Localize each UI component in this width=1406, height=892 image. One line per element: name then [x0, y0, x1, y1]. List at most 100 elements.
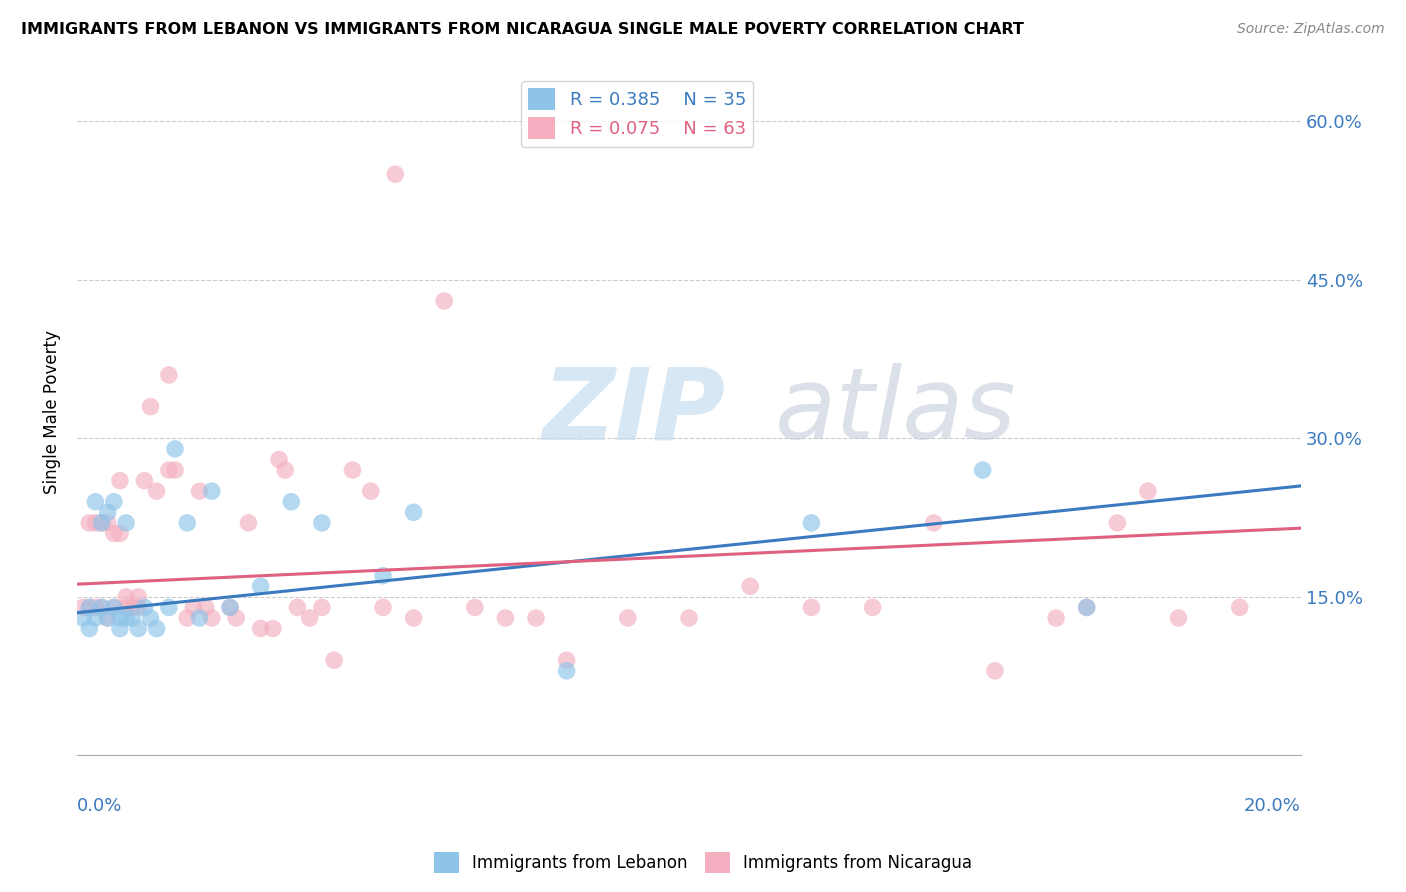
Point	[108, 611, 131, 625]
Point	[402, 505, 425, 519]
Point	[139, 400, 162, 414]
Point	[103, 600, 125, 615]
Point	[262, 622, 284, 636]
Point	[108, 474, 131, 488]
Point	[127, 622, 149, 636]
Point	[127, 600, 149, 615]
Point	[360, 484, 382, 499]
Point	[145, 484, 167, 499]
Point	[176, 516, 198, 530]
Point	[1229, 600, 1251, 615]
Point	[188, 484, 211, 499]
Point	[90, 600, 112, 615]
Point	[274, 463, 297, 477]
Point	[402, 611, 425, 625]
Point	[84, 611, 107, 625]
Legend: R = 0.385    N = 35, R = 0.075    N = 63: R = 0.385 N = 35, R = 0.075 N = 63	[522, 81, 754, 146]
Point	[84, 600, 107, 615]
Point	[97, 611, 120, 625]
Point	[103, 495, 125, 509]
Point	[108, 526, 131, 541]
Point	[103, 526, 125, 541]
Point	[72, 611, 94, 625]
Text: 20.0%: 20.0%	[1244, 797, 1301, 814]
Point	[134, 600, 156, 615]
Text: ZIP: ZIP	[543, 363, 725, 460]
Point	[298, 611, 321, 625]
Point	[157, 463, 180, 477]
Point	[494, 611, 516, 625]
Point	[108, 622, 131, 636]
Point	[800, 516, 823, 530]
Point	[79, 600, 101, 615]
Point	[555, 664, 578, 678]
Text: atlas: atlas	[775, 363, 1017, 460]
Point	[800, 600, 823, 615]
Point	[115, 600, 138, 615]
Point	[311, 516, 333, 530]
Point	[267, 452, 290, 467]
Point	[524, 611, 547, 625]
Point	[194, 600, 217, 615]
Point	[1045, 611, 1067, 625]
Point	[862, 600, 884, 615]
Point	[79, 622, 101, 636]
Point	[384, 167, 406, 181]
Point	[287, 600, 309, 615]
Point	[984, 664, 1007, 678]
Point	[90, 516, 112, 530]
Y-axis label: Single Male Poverty: Single Male Poverty	[44, 330, 60, 494]
Point	[1107, 516, 1129, 530]
Point	[103, 600, 125, 615]
Point	[163, 463, 186, 477]
Point	[84, 516, 107, 530]
Point	[84, 495, 107, 509]
Point	[121, 611, 143, 625]
Point	[163, 442, 186, 456]
Point	[97, 516, 120, 530]
Point	[972, 463, 994, 477]
Point	[97, 611, 120, 625]
Point	[617, 611, 640, 625]
Point	[145, 622, 167, 636]
Point	[115, 516, 138, 530]
Point	[201, 484, 224, 499]
Point	[188, 611, 211, 625]
Point	[134, 474, 156, 488]
Point	[176, 611, 198, 625]
Point	[280, 495, 302, 509]
Point	[1167, 611, 1189, 625]
Point	[371, 568, 394, 582]
Text: 0.0%: 0.0%	[77, 797, 122, 814]
Point	[464, 600, 486, 615]
Point	[740, 579, 762, 593]
Point	[139, 611, 162, 625]
Point	[183, 600, 205, 615]
Point	[342, 463, 364, 477]
Point	[79, 516, 101, 530]
Text: Source: ZipAtlas.com: Source: ZipAtlas.com	[1237, 22, 1385, 37]
Point	[225, 611, 247, 625]
Point	[127, 590, 149, 604]
Point	[72, 600, 94, 615]
Point	[201, 611, 224, 625]
Point	[219, 600, 242, 615]
Point	[219, 600, 242, 615]
Point	[249, 622, 271, 636]
Point	[1076, 600, 1098, 615]
Point	[1076, 600, 1098, 615]
Point	[157, 600, 180, 615]
Point	[121, 600, 143, 615]
Point	[678, 611, 700, 625]
Point	[90, 516, 112, 530]
Point	[433, 293, 456, 308]
Legend: Immigrants from Lebanon, Immigrants from Nicaragua: Immigrants from Lebanon, Immigrants from…	[427, 846, 979, 880]
Point	[311, 600, 333, 615]
Point	[323, 653, 346, 667]
Text: IMMIGRANTS FROM LEBANON VS IMMIGRANTS FROM NICARAGUA SINGLE MALE POVERTY CORRELA: IMMIGRANTS FROM LEBANON VS IMMIGRANTS FR…	[21, 22, 1024, 37]
Point	[371, 600, 394, 615]
Point	[1136, 484, 1159, 499]
Point	[115, 590, 138, 604]
Point	[79, 600, 101, 615]
Point	[555, 653, 578, 667]
